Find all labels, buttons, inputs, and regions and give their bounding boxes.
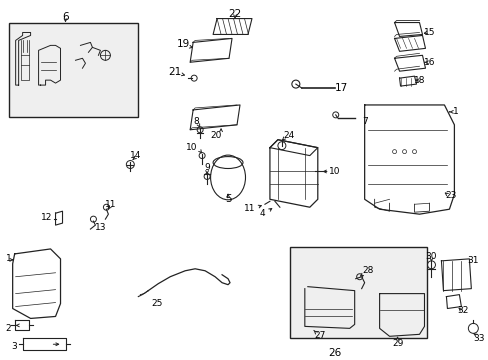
Text: 1: 1 [6,255,12,264]
Text: 13: 13 [95,222,106,231]
Text: 7: 7 [361,117,367,126]
Text: 23: 23 [445,191,456,200]
Text: 12: 12 [41,213,52,222]
Text: 29: 29 [391,339,403,348]
Bar [289,247,427,338]
Text: 11: 11 [104,200,116,209]
Text: 10: 10 [186,143,198,152]
Text: 3: 3 [12,342,18,351]
Bar [9,23,138,117]
Text: 19: 19 [176,39,189,49]
Text: 1: 1 [451,107,457,116]
Text: 5: 5 [224,194,231,204]
Text: 26: 26 [327,348,341,358]
Text: 32: 32 [457,306,468,315]
Text: 15: 15 [423,28,434,37]
Text: 20: 20 [210,131,222,140]
Text: 30: 30 [425,252,436,261]
Text: 9: 9 [204,163,209,172]
Text: 27: 27 [313,331,325,340]
Text: 25: 25 [151,299,163,308]
Text: 17: 17 [334,83,347,93]
Text: 24: 24 [283,131,294,140]
Text: 28: 28 [361,266,372,275]
Text: 6: 6 [62,12,69,22]
Text: 21: 21 [168,67,182,77]
Text: 11: 11 [244,204,255,213]
Text: 31: 31 [467,256,478,265]
Text: 8: 8 [193,117,199,126]
Text: 18: 18 [413,76,425,85]
Text: 2: 2 [6,324,11,333]
Text: 16: 16 [423,58,434,67]
Text: 33: 33 [472,334,484,343]
Text: 14: 14 [129,151,141,160]
Text: 10: 10 [328,167,340,176]
Text: 22: 22 [228,9,241,19]
Text: 4: 4 [259,209,264,218]
